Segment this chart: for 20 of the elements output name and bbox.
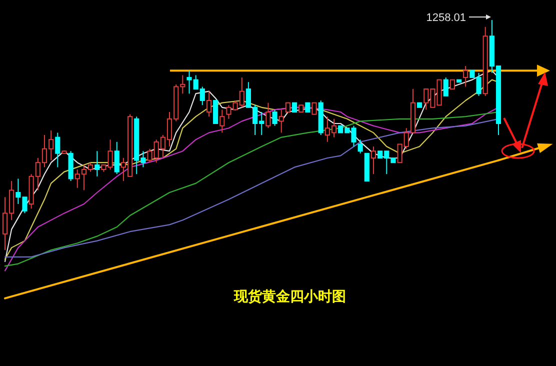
candlestick: [312, 102, 317, 115]
candlestick: [285, 102, 290, 112]
candlestick: [305, 102, 310, 112]
candlestick: [370, 146, 376, 175]
candlestick: [463, 66, 468, 88]
candlestick: [450, 79, 455, 90]
annotation: 1258.01: [426, 12, 466, 24]
candlestick: [278, 109, 284, 134]
candlestick: [114, 141, 120, 175]
candlestick: [94, 150, 100, 177]
candlestick: [220, 109, 225, 134]
candlestick: [292, 102, 298, 112]
candlestick: [213, 100, 218, 124]
candlestick: [443, 77, 448, 96]
text: 现货黄金四小时图: [233, 289, 346, 305]
candlestick: [266, 102, 271, 129]
candlestick: [272, 109, 278, 126]
candlestick: [206, 90, 212, 118]
candlestick: [55, 132, 60, 168]
candlestick: [358, 139, 363, 154]
